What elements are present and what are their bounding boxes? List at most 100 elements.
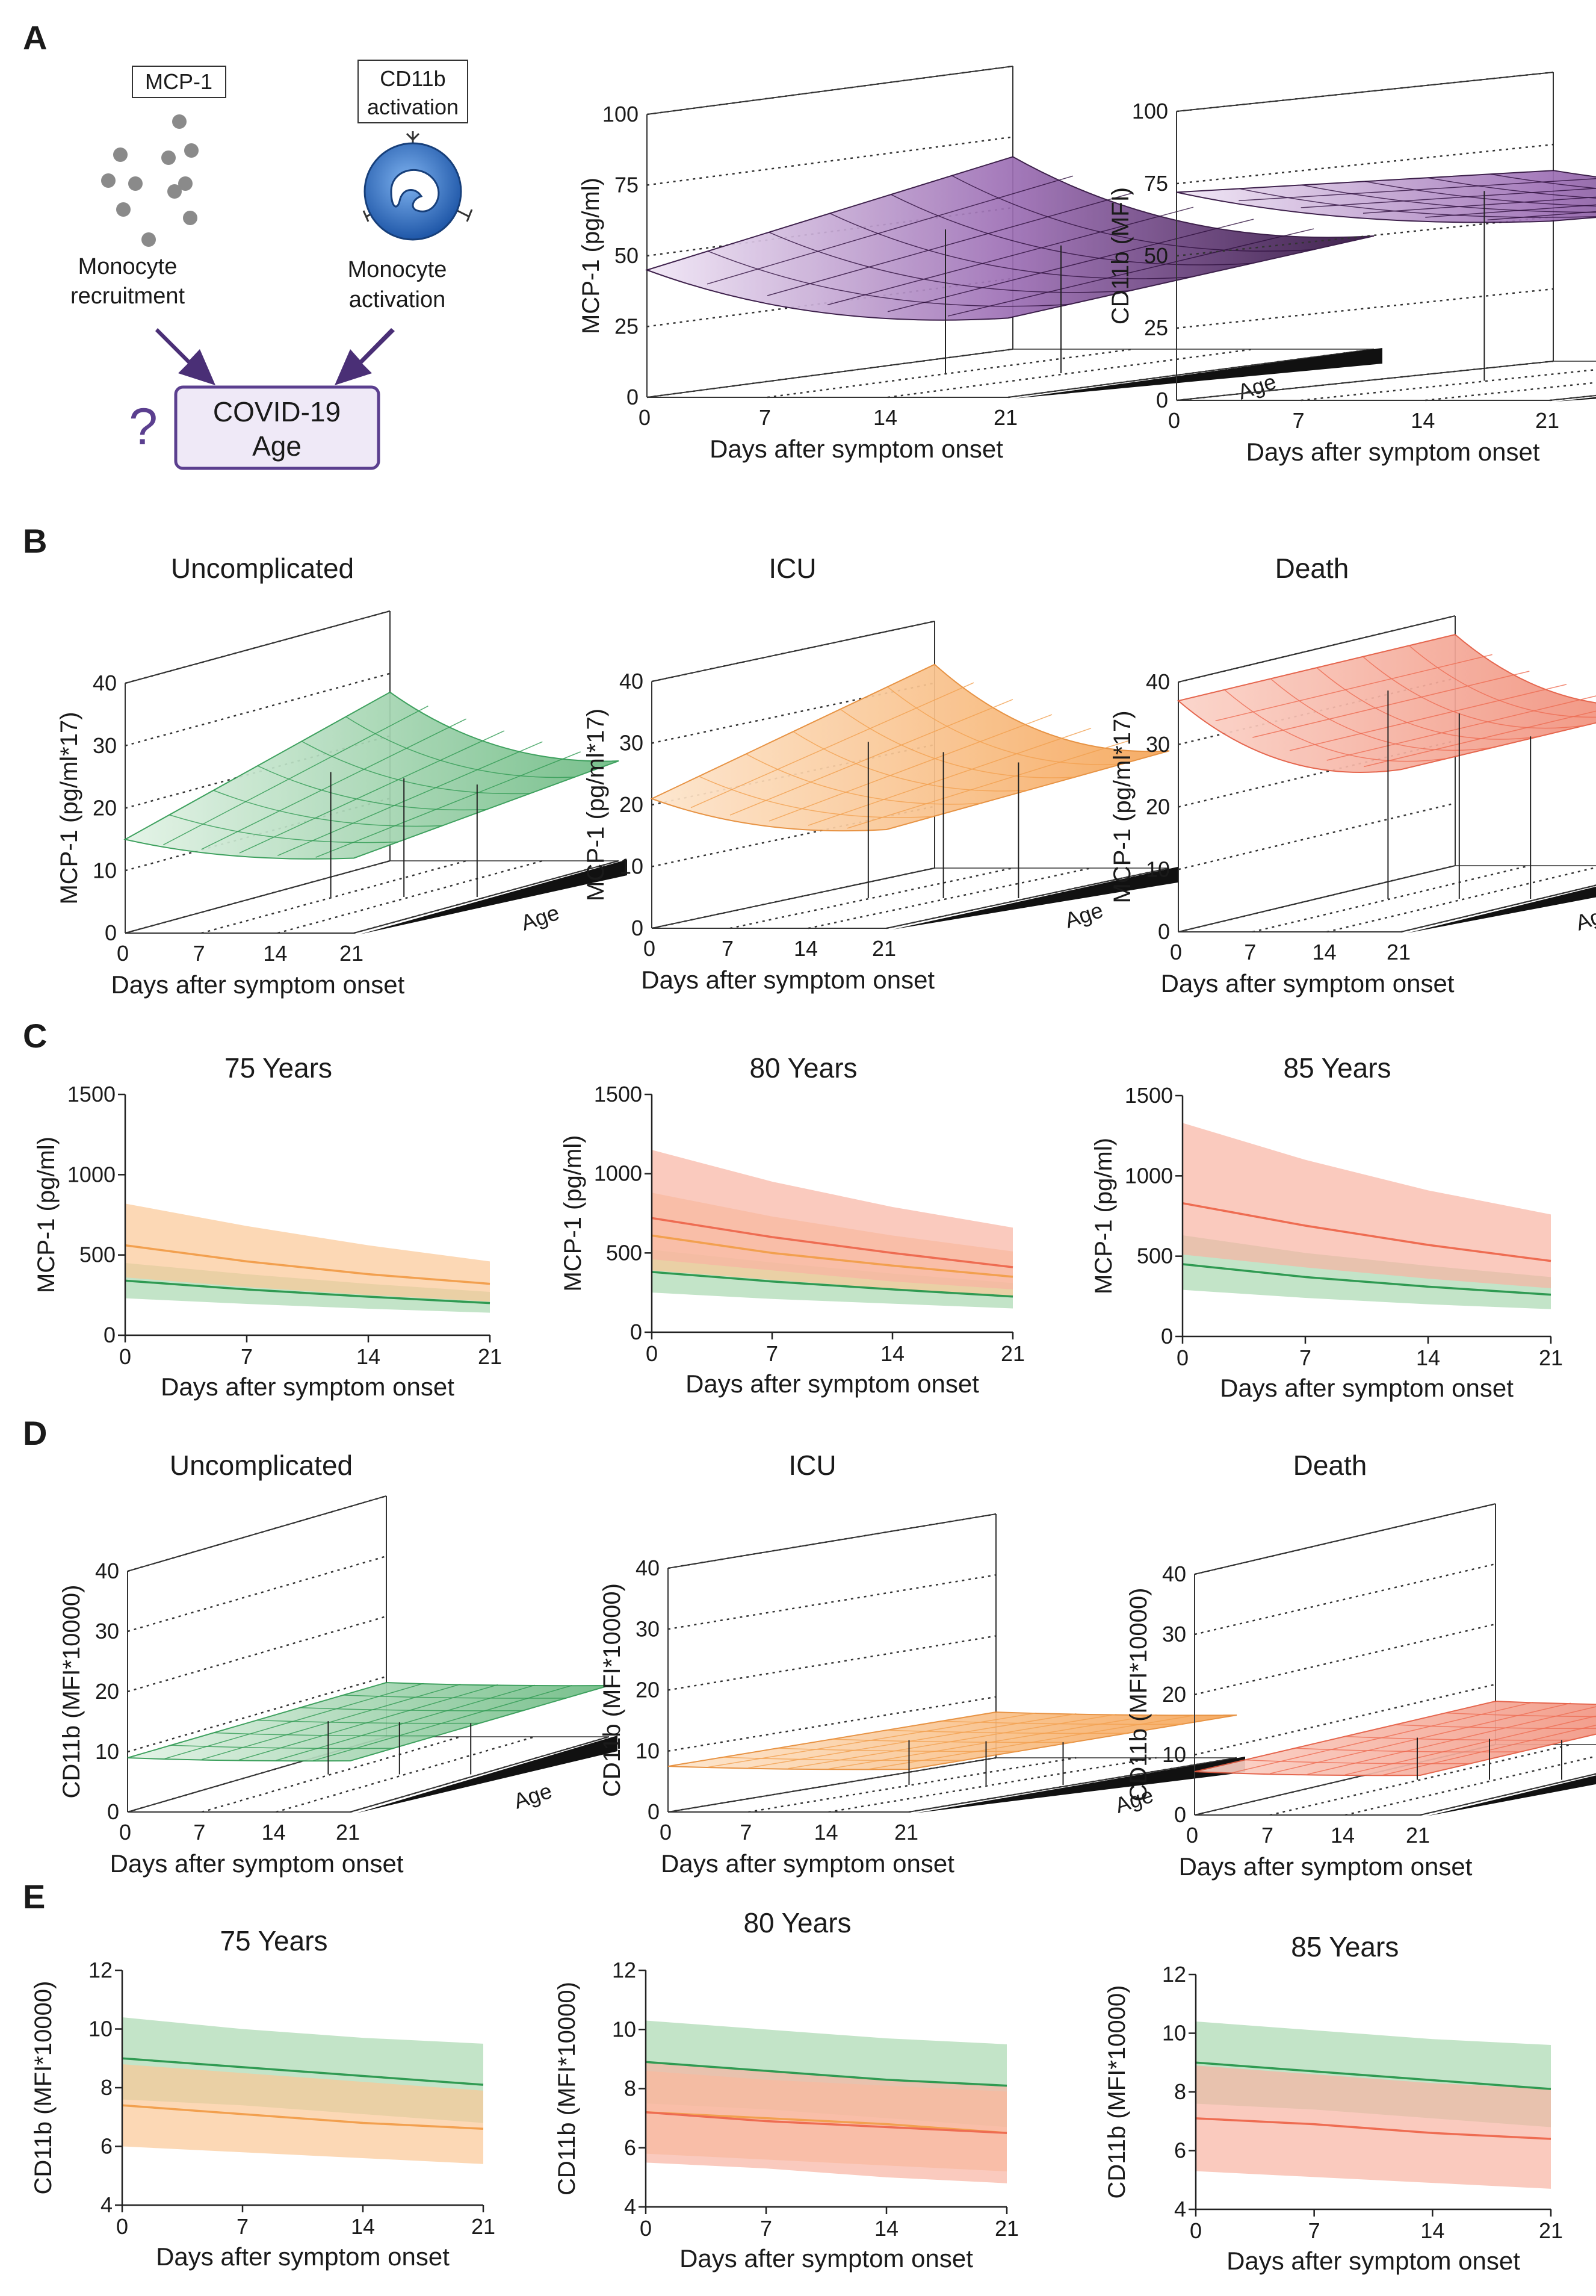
x-axis-label: Days after symptom onset xyxy=(661,1849,954,1878)
x-tick-label: 7 xyxy=(241,1344,253,1369)
x-tick-label: 21 xyxy=(872,936,896,961)
z-tick-label: 0 xyxy=(1158,919,1170,944)
x-gridline xyxy=(667,1757,997,1813)
x-tick-label: 14 xyxy=(262,1820,286,1845)
z-gridline xyxy=(1194,1623,1496,1696)
line-chart-C_75: 0 500 1000 1500 0 7 14 21 Days after symptom ons… xyxy=(33,1052,502,1401)
age-wedge xyxy=(915,1757,1245,1813)
covid-label: COVID-19 xyxy=(213,396,341,427)
x-tick-label: 14 xyxy=(880,1341,905,1366)
x-axis-label: Days after symptom onset xyxy=(1246,438,1540,466)
surface-mesh xyxy=(667,1711,1237,1770)
surface-grid-line xyxy=(300,1707,523,1711)
y-tick-label: 10 xyxy=(88,2017,113,2041)
surface-grid-line xyxy=(1224,689,1447,762)
z-tick-label: 0 xyxy=(105,920,117,945)
x-axis-label: Days after symptom onset xyxy=(679,2244,973,2273)
age-wedge xyxy=(1426,1775,1596,1816)
series-line-uncomplicated xyxy=(1182,1263,1551,1296)
surface-grid-line xyxy=(707,175,1074,285)
series-line-uncomplicated xyxy=(645,2061,1007,2087)
surface-grid-line xyxy=(767,192,1134,296)
surface-grid-line xyxy=(829,213,1192,279)
z-tick-label: 40 xyxy=(1146,669,1170,694)
x-axis-label: Days after symptom onset xyxy=(641,966,935,994)
surface-grid-line xyxy=(1362,656,1586,729)
x-gridline xyxy=(828,1757,1157,1813)
x-tick-label: 14 xyxy=(351,2214,375,2239)
z-tick-label: 30 xyxy=(95,1619,119,1643)
z-gridline xyxy=(651,682,935,744)
x-gridline xyxy=(1252,864,1530,933)
x-tick-label: 0 xyxy=(639,405,651,430)
x-tick-label: 21 xyxy=(894,1820,918,1845)
z-gridline xyxy=(1176,288,1554,329)
monocyte-icon xyxy=(362,131,473,241)
x-tick-label: 0 xyxy=(646,1341,658,1366)
x-tick-label: 0 xyxy=(119,1344,131,1369)
surface-grid-line xyxy=(1427,177,1596,199)
z-gridline xyxy=(651,620,935,683)
z-tick-label: 50 xyxy=(1144,243,1168,268)
chemokine-dot xyxy=(141,232,156,247)
surface-grid-line xyxy=(238,1684,498,1761)
series-line-uncomplicated xyxy=(651,1271,1013,1298)
y-axis-label: CD11b (MFI*10000) xyxy=(554,1982,580,2195)
surface-grid-line xyxy=(729,699,1013,816)
x-gridline xyxy=(1194,1743,1496,1816)
x-axis-label: Days after symptom onset xyxy=(1179,1852,1473,1881)
surface-grid-line xyxy=(257,765,487,811)
x-axis-label: Days after symptom onset xyxy=(1161,969,1455,998)
surface-grid-line xyxy=(832,1739,1073,1743)
surface-grid-line xyxy=(1307,1706,1596,1775)
y-tick-label: 6 xyxy=(1174,2138,1186,2163)
z-gridline xyxy=(1178,615,1456,683)
surface-grid-line xyxy=(847,740,1131,829)
series-line-death xyxy=(1195,2117,1551,2140)
y-tick-label: 10 xyxy=(612,2017,636,2041)
z-tick-label: 40 xyxy=(95,1559,119,1583)
surface-grid-line xyxy=(769,232,1130,293)
x-tick-label: 0 xyxy=(119,1820,131,1845)
axis-line xyxy=(125,860,391,934)
surface-grid-line xyxy=(1302,184,1596,213)
surface-grid-line xyxy=(301,740,531,795)
surface-grid-line xyxy=(1490,173,1596,189)
x-tick-label: 0 xyxy=(1186,1823,1198,1848)
surface-mesh xyxy=(127,1681,610,1762)
chemokine-dot xyxy=(101,173,116,188)
recruitment-label-line1: Monocyte xyxy=(78,254,178,279)
surface-grid-line xyxy=(1269,1702,1571,1774)
surface-grid-line xyxy=(1215,654,1492,722)
surface-mesh xyxy=(650,663,1170,832)
z-gridline xyxy=(1194,1563,1496,1636)
confidence-band-death xyxy=(1196,2065,1551,2189)
line-chart-E_75: 4 6 8 10 12 0 7 14 21 Days after symptom onset CD1… xyxy=(30,1925,495,2271)
z-tick-label: 10 xyxy=(95,1739,119,1764)
x-tick-label: 21 xyxy=(1001,1341,1025,1366)
series-line-icu xyxy=(645,2111,1007,2134)
age-wedge xyxy=(356,1736,617,1813)
series-line-death xyxy=(645,2111,1007,2134)
chemokine-dot xyxy=(161,150,176,165)
age-axis-label: Age xyxy=(1573,900,1596,935)
y-axis-label: MCP-1 (pg/ml*17) xyxy=(1109,710,1136,903)
z-tick-label: 40 xyxy=(93,671,117,695)
mcp1-box-label: MCP-1 xyxy=(145,69,212,94)
y-tick-label: 1000 xyxy=(594,1161,642,1186)
x-gridline xyxy=(1400,884,1596,933)
surface-mesh xyxy=(123,691,619,860)
surface-grid-line xyxy=(1425,204,1596,218)
surface-grid-line xyxy=(1362,196,1596,214)
surface-grid-line xyxy=(1445,1712,1596,1717)
x-gridline xyxy=(646,348,1013,399)
x-axis-label: Days after symptom onset xyxy=(111,970,404,999)
z-tick-label: 30 xyxy=(1146,732,1170,757)
y-tick-label: 4 xyxy=(624,2194,636,2219)
question-mark: ? xyxy=(129,398,158,456)
series-line-uncomplicated xyxy=(125,1279,490,1305)
surface-grid-line xyxy=(170,1745,394,1749)
z-tick-label: 100 xyxy=(1132,99,1168,123)
y-axis-label: CD11b (MFI*10000) xyxy=(1104,1985,1130,2199)
y-tick-label: 12 xyxy=(1162,1962,1186,1987)
